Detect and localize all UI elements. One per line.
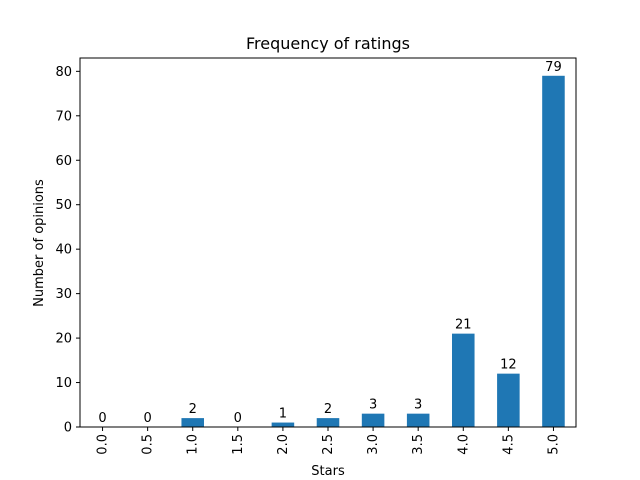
x-tick-label-0.0: 0.0: [96, 434, 111, 455]
y-tick-label-30: 30: [55, 287, 72, 302]
y-tick-label-40: 40: [55, 243, 72, 258]
y-axis: 0 10 20 30 40 50 60 70 80: [55, 65, 80, 436]
x-tick-label-1.0: 1.0: [186, 434, 201, 455]
bars-group: [181, 75, 565, 427]
x-tick-label-5.0: 5.0: [546, 434, 561, 455]
data-label-3.0: 3: [369, 398, 377, 413]
bar-3.0: [361, 413, 385, 427]
x-tick-label-4.0: 4.0: [456, 434, 471, 455]
data-label-3.5: 3: [414, 398, 422, 413]
y-tick-label-80: 80: [55, 65, 72, 80]
bar-2.0: [271, 422, 295, 427]
bar-5.0: [542, 75, 565, 427]
data-label-0.5: 0: [143, 411, 151, 426]
x-axis: 0.0 0.5 1.0 1.5 2.0 2.5 3.0 3.5 4.0 4.5 5.0: [96, 427, 561, 455]
x-tick-label-0.5: 0.5: [141, 434, 156, 455]
bar-1.0: [181, 418, 204, 427]
x-tick-label-2.0: 2.0: [276, 434, 291, 455]
y-tick-label-60: 60: [55, 154, 72, 169]
bar-2.5: [316, 418, 340, 427]
x-tick-label-3.0: 3.0: [366, 434, 381, 455]
bar-4.5: [497, 373, 520, 427]
y-tick-label-20: 20: [55, 332, 72, 347]
x-tick-label-2.5: 2.5: [321, 434, 336, 455]
data-label-1.5: 0: [234, 411, 242, 426]
data-label-4.0: 21: [455, 318, 472, 333]
y-tick-label-10: 10: [55, 376, 72, 391]
x-tick-label-1.5: 1.5: [231, 434, 246, 455]
y-tick-label-0: 0: [64, 421, 72, 436]
bar-3.5: [406, 413, 430, 427]
data-label-2.0: 1: [279, 407, 287, 422]
data-label-4.5: 12: [500, 358, 517, 373]
x-axis-label: Stars: [311, 464, 345, 479]
y-tick-label-70: 70: [55, 109, 72, 124]
bar-4.0: [452, 333, 475, 427]
data-label-5.0: 79: [545, 60, 562, 75]
plot-frame: [79, 57, 577, 428]
data-label-2.5: 2: [324, 402, 332, 417]
y-tick-label-50: 50: [55, 198, 72, 213]
y-axis-label: Number of opinions: [32, 179, 47, 307]
x-tick-label-3.5: 3.5: [411, 434, 426, 455]
data-label-1.0: 2: [189, 402, 197, 417]
x-tick-label-4.5: 4.5: [501, 434, 516, 455]
data-label-0.0: 0: [98, 411, 106, 426]
chart-title: Frequency of ratings: [246, 34, 410, 53]
